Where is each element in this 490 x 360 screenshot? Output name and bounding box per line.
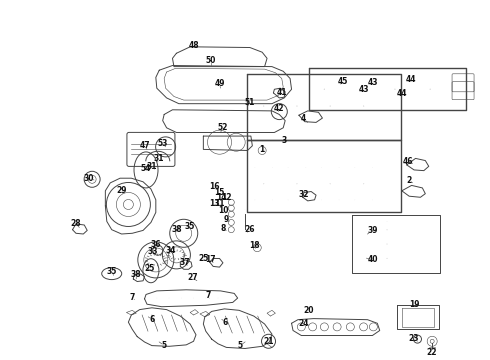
- Text: 47: 47: [139, 141, 150, 150]
- Text: 8: 8: [220, 224, 225, 233]
- Text: 54: 54: [141, 164, 151, 173]
- Text: 11: 11: [214, 199, 225, 208]
- Text: 6: 6: [223, 318, 228, 327]
- Text: 34: 34: [165, 246, 176, 255]
- Text: 38: 38: [131, 270, 142, 279]
- Text: 51: 51: [245, 98, 255, 107]
- Text: 16: 16: [209, 182, 220, 191]
- Text: 5: 5: [238, 341, 243, 350]
- Text: 7: 7: [130, 292, 135, 301]
- Text: 12: 12: [221, 193, 232, 202]
- Text: 31: 31: [147, 162, 157, 171]
- Text: 42: 42: [274, 104, 285, 113]
- Text: 9: 9: [224, 215, 229, 224]
- Text: 17: 17: [205, 255, 216, 264]
- Text: 10: 10: [218, 207, 228, 215]
- Text: 25: 25: [144, 264, 155, 273]
- Text: 27: 27: [187, 274, 198, 282]
- Text: 1: 1: [260, 145, 265, 154]
- Text: 43: 43: [358, 85, 369, 94]
- Text: 19: 19: [409, 300, 419, 309]
- Text: 52: 52: [218, 123, 228, 132]
- Text: 7: 7: [206, 292, 211, 300]
- Text: 28: 28: [71, 220, 81, 229]
- Text: 18: 18: [249, 242, 260, 251]
- Text: 36: 36: [150, 240, 161, 249]
- Text: 39: 39: [367, 226, 378, 235]
- Text: 6: 6: [149, 315, 154, 324]
- Text: 21: 21: [263, 338, 274, 346]
- Text: 26: 26: [245, 225, 255, 234]
- Text: 44: 44: [405, 75, 416, 84]
- Text: 40: 40: [368, 256, 379, 264]
- Text: 35: 35: [106, 267, 117, 276]
- Text: 29: 29: [116, 186, 127, 195]
- Text: 24: 24: [298, 319, 309, 328]
- Text: 4: 4: [301, 114, 306, 123]
- Text: 38: 38: [171, 225, 182, 234]
- Text: 25: 25: [198, 254, 209, 263]
- Text: 53: 53: [157, 139, 168, 148]
- Text: 20: 20: [303, 306, 314, 315]
- Text: 5: 5: [162, 341, 167, 350]
- Text: 13: 13: [209, 199, 220, 208]
- Text: 43: 43: [368, 78, 379, 87]
- Text: 3: 3: [282, 136, 287, 145]
- Text: 35: 35: [185, 222, 196, 231]
- Text: 30: 30: [84, 174, 95, 183]
- Text: 37: 37: [180, 258, 191, 267]
- Text: 22: 22: [426, 348, 437, 356]
- Text: 23: 23: [409, 334, 419, 343]
- Text: 14: 14: [216, 193, 227, 202]
- Text: 44: 44: [396, 89, 407, 98]
- Text: 15: 15: [214, 188, 225, 197]
- Text: 45: 45: [338, 77, 348, 86]
- Text: 46: 46: [402, 157, 413, 166]
- Text: 33: 33: [147, 247, 158, 256]
- Text: 48: 48: [188, 41, 199, 50]
- Text: 49: 49: [214, 79, 225, 88]
- Text: 50: 50: [205, 56, 216, 65]
- Text: 41: 41: [276, 89, 287, 98]
- Text: 32: 32: [298, 190, 309, 199]
- Text: 2: 2: [407, 176, 412, 185]
- Text: 31: 31: [153, 154, 164, 163]
